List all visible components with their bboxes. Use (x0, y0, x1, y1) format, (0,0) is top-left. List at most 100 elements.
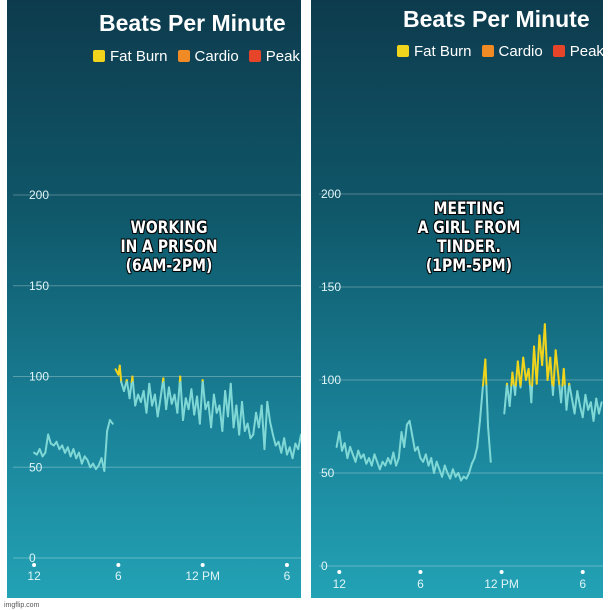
heart-rate-segment (468, 462, 473, 474)
y-tick-label: 100 (321, 373, 341, 387)
y-tick-label: 0 (29, 551, 36, 565)
y-tick-label: 0 (321, 559, 328, 573)
heart-rate-segment (86, 458, 92, 469)
heart-rate-segment (263, 400, 269, 451)
heart-rate-segment (190, 388, 196, 416)
heart-rate-segment (530, 384, 534, 404)
heart-rate-segment (210, 393, 215, 429)
heart-rate-segment (78, 451, 83, 465)
heart-rate-segment (252, 411, 258, 436)
heart-rate-segment (283, 437, 288, 456)
x-tick-label: 12 PM (484, 577, 519, 591)
heart-rate-segment (346, 445, 352, 460)
x-tick-label: 12 (333, 577, 347, 591)
heart-rate-segment (291, 442, 297, 460)
heart-rate-segment (148, 382, 154, 407)
heart-rate-segment (221, 390, 227, 432)
fat-burn-swatch (397, 45, 409, 57)
meme-caption: MEETING A GIRL FROM TINDER. (1PM-5PM) (417, 199, 521, 276)
heart-rate-segment (240, 400, 246, 432)
heart-rate-segment (165, 386, 170, 411)
heart-rate-segment (403, 423, 408, 448)
heart-rate-segment (80, 455, 86, 465)
x-tick-label: 12 (27, 569, 41, 583)
chart-title: Beats Per Minute (403, 6, 590, 32)
heart-rate-segment (131, 380, 137, 407)
heart-rate-segment (198, 380, 204, 425)
heart-rate-segment (432, 460, 438, 474)
heart-rate-segment (395, 457, 400, 467)
heart-rate-segment (44, 433, 50, 454)
chart-panel-left: Beats Per Minute Fat Burn Cardio Peak 0 50 1… (7, 0, 301, 598)
heart-rate-segment (514, 384, 517, 396)
heart-rate-segment (362, 453, 368, 465)
heart-rate-segment (392, 451, 398, 467)
heart-rate-segment (465, 472, 471, 480)
heart-rate-segment (595, 397, 600, 415)
heart-rate-segment (508, 384, 513, 408)
heart-rate-segment (487, 425, 492, 463)
heart-rate-segment (343, 442, 349, 460)
heart-rate-segment (201, 380, 207, 411)
heart-rate-plot: 0 50 100 150 200 12 6 12 PM 6 (319, 187, 603, 591)
heart-rate-segment (128, 380, 133, 400)
heart-rate-segment (266, 400, 272, 423)
peak-swatch (552, 45, 565, 57)
watermark: imgflip.com (4, 602, 40, 609)
heart-rate-segment (47, 433, 52, 445)
heart-rate-segment (592, 397, 598, 422)
fat-burn-swatch (93, 50, 105, 62)
heart-rate-segment (576, 390, 582, 408)
x-tick-dot (284, 563, 289, 567)
heart-rate-segment (378, 460, 384, 471)
heart-rate-plot: 0 50 100 150 200 12 6 12 PM 6 (13, 188, 301, 583)
heart-rate-segment (478, 388, 484, 422)
y-tick-label: 150 (29, 279, 49, 293)
heart-rate-segment (484, 358, 488, 387)
heart-rate-segment (159, 380, 164, 400)
heart-rate-segment (145, 382, 151, 414)
heart-rate-segment (181, 397, 187, 422)
heart-rate-segment (118, 364, 123, 383)
heart-rate-segment (55, 440, 61, 451)
legend-item-peak: Peak (248, 48, 300, 65)
heart-rate-segment (122, 380, 128, 393)
heart-rate-segment (451, 468, 457, 478)
heart-rate-segment (457, 472, 462, 482)
legend-label: Fat Burn (110, 48, 168, 65)
heart-rate-segment (179, 380, 184, 422)
heart-rate-segment (271, 433, 277, 447)
heart-rate-segment (584, 393, 590, 411)
heart-rate-segment (503, 384, 508, 415)
heart-rate-segment (435, 460, 441, 471)
heart-rate-segment (516, 360, 522, 387)
heart-rate-segment (581, 393, 587, 419)
y-tick-label: 50 (29, 460, 43, 474)
heart-rate-segment (476, 419, 481, 448)
heart-rate-segment (106, 419, 111, 432)
heart-rate-segment (597, 401, 603, 415)
heart-rate-segment (522, 356, 527, 381)
heart-rate-segment (554, 349, 560, 378)
legend-label: Fat Burn (414, 43, 472, 60)
heart-rate-segment (269, 420, 274, 436)
heart-rate-segment (357, 449, 362, 460)
heart-rate-segment (560, 384, 564, 404)
legend-item-peak: Peak (552, 43, 603, 60)
heart-rate-segment (212, 393, 218, 414)
x-tick-label: 6 (417, 577, 424, 591)
x-tick-dot (32, 563, 37, 567)
heart-rate-segment (485, 384, 490, 428)
x-tick-dot (580, 570, 585, 574)
x-tick-dot (200, 563, 205, 567)
legend: Fat Burn Cardio Peak (397, 43, 603, 60)
heart-rate-segment (153, 393, 159, 418)
x-tick-dot (418, 570, 423, 574)
heart-rate-segment (511, 371, 515, 387)
cardio-swatch (177, 50, 190, 62)
heart-rate-segment (473, 445, 479, 460)
legend-label: Cardio (498, 43, 543, 60)
y-tick-label: 150 (321, 280, 341, 294)
heart-rate-segment (108, 419, 114, 425)
heart-rate-segment (568, 384, 573, 400)
